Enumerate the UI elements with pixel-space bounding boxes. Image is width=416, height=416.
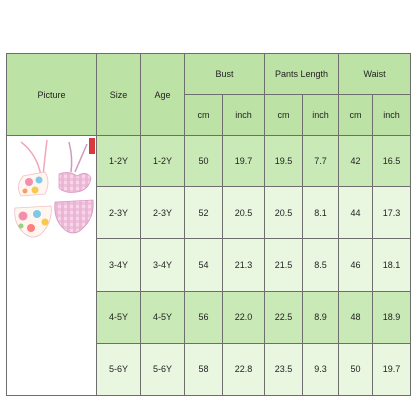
bust-cm-cell: 52	[184, 186, 223, 240]
header-bust: Bust	[183, 53, 266, 95]
bust-cm-cell: 54	[184, 238, 223, 292]
header-waist-cm: cm	[338, 94, 374, 136]
header-pants-inch: inch	[302, 94, 340, 136]
waist-inch-cell: 19.7	[372, 342, 412, 397]
waist-cm-cell: 44	[338, 186, 374, 240]
waist-cm-cell: 46	[338, 238, 374, 292]
bust-cm-cell: 50	[184, 134, 223, 188]
bust-inch-cell: 21.3	[221, 238, 266, 292]
size-chart-table: Picture Size Age Bust Pants Length Waist…	[6, 53, 412, 397]
size-cell: 5-6Y	[96, 342, 141, 397]
waist-inch-cell: 18.1	[372, 238, 412, 292]
pants-cm-cell: 23.5	[264, 342, 304, 397]
bust-inch-cell: 20.5	[221, 186, 266, 240]
age-cell: 5-6Y	[140, 342, 185, 397]
waist-cm-cell: 48	[338, 290, 374, 344]
pants-inch-cell: 7.7	[302, 134, 340, 188]
header-pants-cm: cm	[264, 94, 304, 136]
age-cell: 1-2Y	[140, 134, 185, 188]
pants-cm-cell: 20.5	[264, 186, 304, 240]
picture-cell	[6, 135, 97, 396]
pants-inch-cell: 8.1	[302, 186, 340, 240]
size-cell: 2-3Y	[96, 186, 141, 240]
bust-inch-cell: 19.7	[221, 134, 266, 188]
age-cell: 3-4Y	[140, 238, 185, 292]
pants-inch-cell: 9.3	[302, 342, 340, 397]
waist-cm-cell: 42	[338, 134, 374, 188]
table-row: 2-3Y 2-3Y 52 20.5 20.5 8.1 44 17.3	[6, 186, 412, 240]
bust-cm-cell: 56	[184, 290, 223, 344]
bust-inch-cell: 22.0	[221, 290, 266, 344]
header-bust-inch: inch	[221, 94, 266, 136]
age-cell: 4-5Y	[140, 290, 185, 344]
header-waist-inch: inch	[372, 94, 412, 136]
pants-cm-cell: 21.5	[264, 238, 304, 292]
bust-inch-cell: 22.8	[221, 342, 266, 397]
header-waist: Waist	[338, 53, 412, 95]
waist-inch-cell: 16.5	[372, 134, 412, 188]
size-cell: 3-4Y	[96, 238, 141, 292]
waist-inch-cell: 18.9	[372, 290, 412, 344]
waist-inch-cell: 17.3	[372, 186, 412, 240]
header-picture: Picture	[6, 53, 97, 136]
waist-cm-cell: 50	[338, 342, 374, 397]
bust-cm-cell: 58	[184, 342, 223, 397]
age-cell: 2-3Y	[140, 186, 185, 240]
pants-inch-cell: 8.9	[302, 290, 340, 344]
size-cell: 1-2Y	[96, 134, 141, 188]
size-cell: 4-5Y	[96, 290, 141, 344]
pants-cm-cell: 19.5	[264, 134, 304, 188]
floral-and-gingham-swimsuit-image	[14, 138, 95, 238]
table-row: 1-2Y 1-2Y 50 19.7 19.5 7.7 42 16.5	[6, 134, 412, 396]
header-size: Size	[96, 53, 141, 136]
pants-cm-cell: 22.5	[264, 290, 304, 344]
header-pants-length: Pants Length	[264, 53, 340, 95]
pants-inch-cell: 8.5	[302, 238, 340, 292]
header-age: Age	[140, 53, 185, 136]
header-bust-cm: cm	[184, 94, 223, 136]
